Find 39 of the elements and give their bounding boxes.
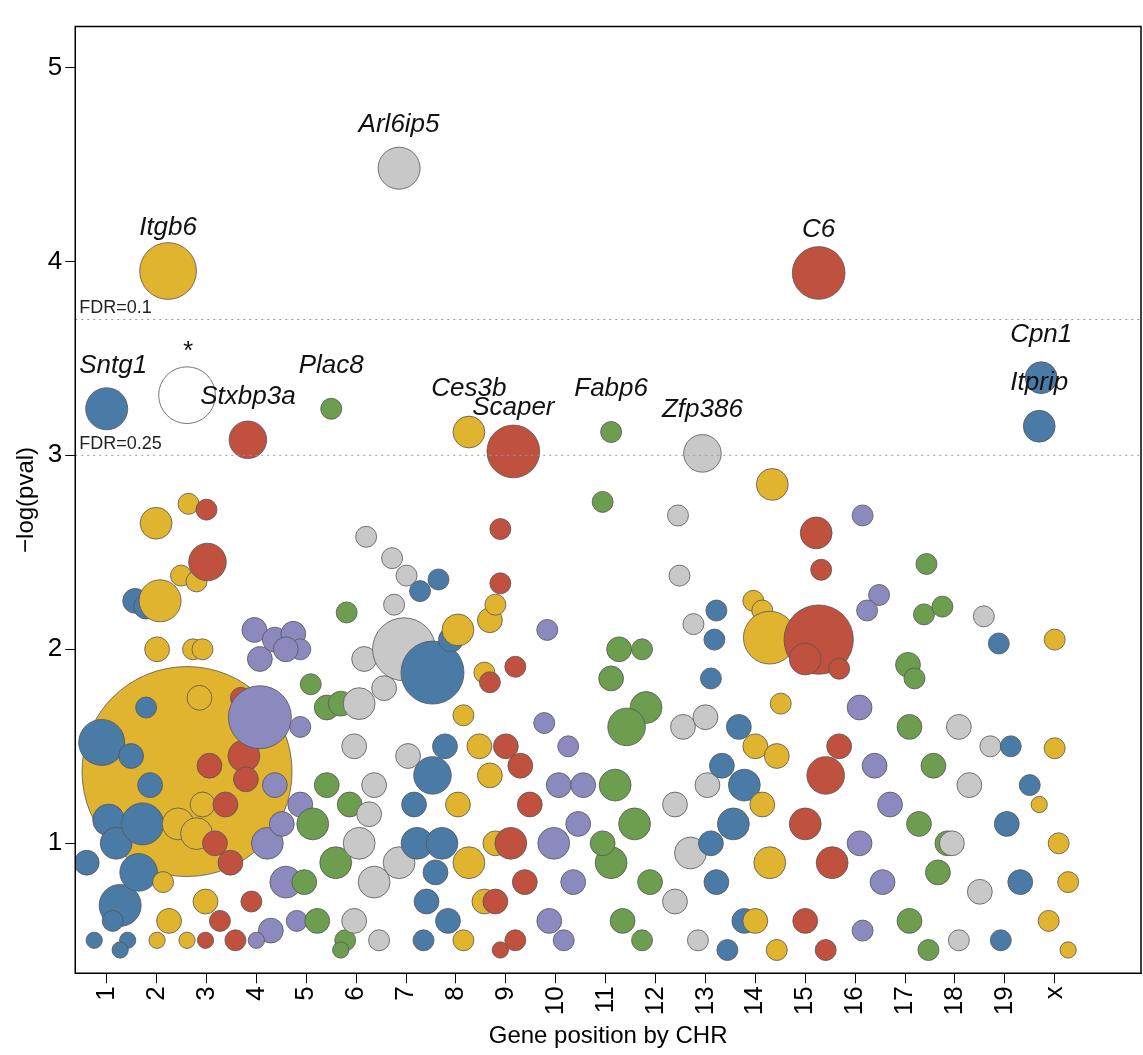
x-tick-label: 19 xyxy=(987,986,1018,1016)
y-tick-label: 4 xyxy=(47,244,63,275)
x-tick-label: 8 xyxy=(439,986,470,1001)
x-tick-label: 7 xyxy=(389,986,420,1001)
x-tick-label: 10 xyxy=(538,986,569,1016)
x-tick-label: 9 xyxy=(489,986,520,1001)
x-axis-title: Gene position by CHR xyxy=(488,1021,728,1049)
annotation: Itgb6 xyxy=(139,211,198,242)
y-tick-label: 5 xyxy=(47,50,63,81)
x-tick-label: x xyxy=(1037,986,1068,1000)
x-tick-label: 16 xyxy=(838,986,869,1016)
x-tick-label: 17 xyxy=(888,986,919,1016)
annotation: FDR=0.25 xyxy=(79,433,162,454)
x-tick-label: 6 xyxy=(339,986,370,1001)
y-tick-label: 3 xyxy=(47,438,63,469)
x-tick-label: 4 xyxy=(239,986,270,1001)
x-tick-label: 18 xyxy=(938,986,969,1016)
x-tick-label: 1 xyxy=(89,986,120,1001)
annotation: FDR=0.1 xyxy=(79,297,152,318)
x-tick-label: 15 xyxy=(788,986,819,1016)
y-tick-label: 2 xyxy=(47,632,63,663)
annotation: C6 xyxy=(802,212,836,243)
x-tick-label: 2 xyxy=(139,986,170,1001)
y-axis-title: −log(pval) xyxy=(11,446,39,553)
annotation: Stxbp3a xyxy=(200,379,296,410)
annotation: Arl6ip5 xyxy=(356,108,441,139)
x-tick-label: 12 xyxy=(638,986,669,1016)
annotation: * xyxy=(181,335,193,366)
y-tick-label: 1 xyxy=(47,826,63,857)
x-tick-label: 11 xyxy=(588,986,619,1014)
x-tick-label: 13 xyxy=(688,986,719,1016)
annotation: Fabp6 xyxy=(574,372,649,403)
annotation: Plac8 xyxy=(298,348,365,379)
annotation: Zfp386 xyxy=(660,393,744,424)
x-tick-label: 14 xyxy=(738,986,769,1016)
annotation: Cpn1 xyxy=(1010,317,1073,348)
annotation: Sntg1 xyxy=(79,348,148,379)
x-tick-label: 5 xyxy=(289,986,320,1001)
x-tick-label: 3 xyxy=(189,986,220,1001)
